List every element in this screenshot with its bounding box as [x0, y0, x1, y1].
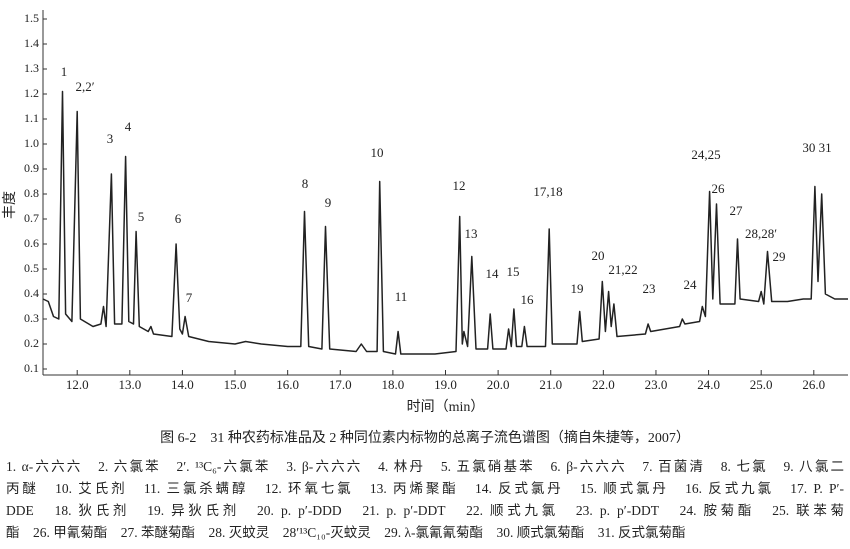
y-tick-label: 0.8 [24, 186, 39, 200]
y-tick-label: 0.6 [24, 236, 39, 250]
peak-label: 24,25 [691, 147, 720, 162]
x-tick-label: 19.0 [434, 377, 457, 392]
chart: 0.1 0.2 0.3 0.4 0.5 0.6 0.7 0.8 0.9 1.0 1.1 1.2 1.3 1… [2, 10, 848, 415]
x-tick-label: 26.0 [802, 377, 825, 392]
y-tick-label: 0.7 [24, 211, 39, 225]
peak-label: 1 [61, 64, 68, 79]
peak-label: 27 [730, 203, 744, 218]
legend-line: 酯 26. 甲氰菊酯 27. 苯醚菊酯 28. 灭蚊灵 28′¹³C₁₀-灭蚊灵… [6, 525, 686, 540]
peak-label: 16 [521, 292, 535, 307]
peak-label: 29 [773, 249, 786, 264]
x-tick-label: 18.0 [382, 377, 405, 392]
legend-line: 丙醚 10. 艾氏剂 11. 三氯杀螨醇 12. 环氧七氯 13. 丙烯聚酯 1… [6, 481, 844, 496]
peak-label: 7 [186, 290, 193, 305]
peak-label: 20 [592, 248, 605, 263]
chromatogram-line [42, 90, 848, 355]
y-tick-label: 1.1 [24, 111, 39, 125]
peak-label: 9 [325, 195, 332, 210]
peak-label: 21,22 [608, 262, 637, 277]
y-tick-label: 0.3 [24, 311, 39, 325]
y-axis-label: 丰度 [2, 191, 18, 219]
y-tick-label: 1.5 [24, 11, 39, 25]
peak-label: 15 [507, 264, 520, 279]
peak-label: 11 [395, 289, 408, 304]
y-tick-label: 0.5 [24, 261, 39, 275]
x-tick-label: 20.0 [487, 377, 510, 392]
figure-caption: 图 6-2 31 种农药标准品及 2 种同位素内标物的总离子流色谱图（摘自朱捷等… [160, 431, 690, 446]
peak-label: 17,18 [533, 184, 562, 199]
y-tick-label: 1.3 [24, 61, 39, 75]
x-tick-label: 13.0 [118, 377, 141, 392]
x-axis-label: 时间（min） [407, 399, 485, 415]
y-tick-label: 0.9 [24, 161, 39, 175]
peak-label: 14 [486, 266, 500, 281]
y-tick-label: 1.2 [24, 86, 39, 100]
x-tick-label: 24.0 [697, 377, 720, 392]
peak-label: 3 [107, 131, 114, 146]
peak-label: 24 [684, 277, 698, 292]
peak-label: 5 [138, 209, 145, 224]
x-tick-label: 15.0 [224, 377, 247, 392]
x-tick-label: 23.0 [645, 377, 668, 392]
x-tick-label: 17.0 [329, 377, 352, 392]
peak-label: 10 [371, 145, 384, 160]
peak-label: 23 [643, 281, 656, 296]
peak-label: 26 [712, 181, 726, 196]
peak-label: 2,2′ [75, 79, 94, 94]
y-tick-label: 0.4 [24, 286, 39, 300]
y-tick-label: 0.2 [24, 336, 39, 350]
x-tick-label: 12.0 [66, 377, 89, 392]
peak-label: 8 [302, 176, 309, 191]
x-tick-label: 14.0 [171, 377, 194, 392]
peak-label: 19 [571, 281, 584, 296]
legend-line: DDE 18. 狄氏剂 19. 异狄氏剂 20. p. p′-DDD 21. p… [6, 503, 844, 518]
peak-label: 4 [125, 119, 132, 134]
x-tick-label: 21.0 [539, 377, 562, 392]
peak-label: 12 [453, 178, 466, 193]
peak-label: 28,28′ [745, 226, 777, 241]
y-tick-label: 0.1 [24, 361, 39, 375]
x-tick-label: 22.0 [592, 377, 615, 392]
peak-label: 6 [175, 211, 182, 226]
peak-label: 30 31 [802, 140, 831, 155]
peak-label: 13 [465, 226, 478, 241]
x-tick-label: 25.0 [750, 377, 773, 392]
legend-line: 1. α-六六六 2. 六氯苯 2′. ¹³C₆-六氯苯 3. β-六六六 4.… [6, 459, 844, 474]
x-tick-label: 16.0 [276, 377, 299, 392]
y-tick-label: 1.0 [24, 136, 39, 150]
y-tick-label: 1.4 [24, 36, 39, 50]
